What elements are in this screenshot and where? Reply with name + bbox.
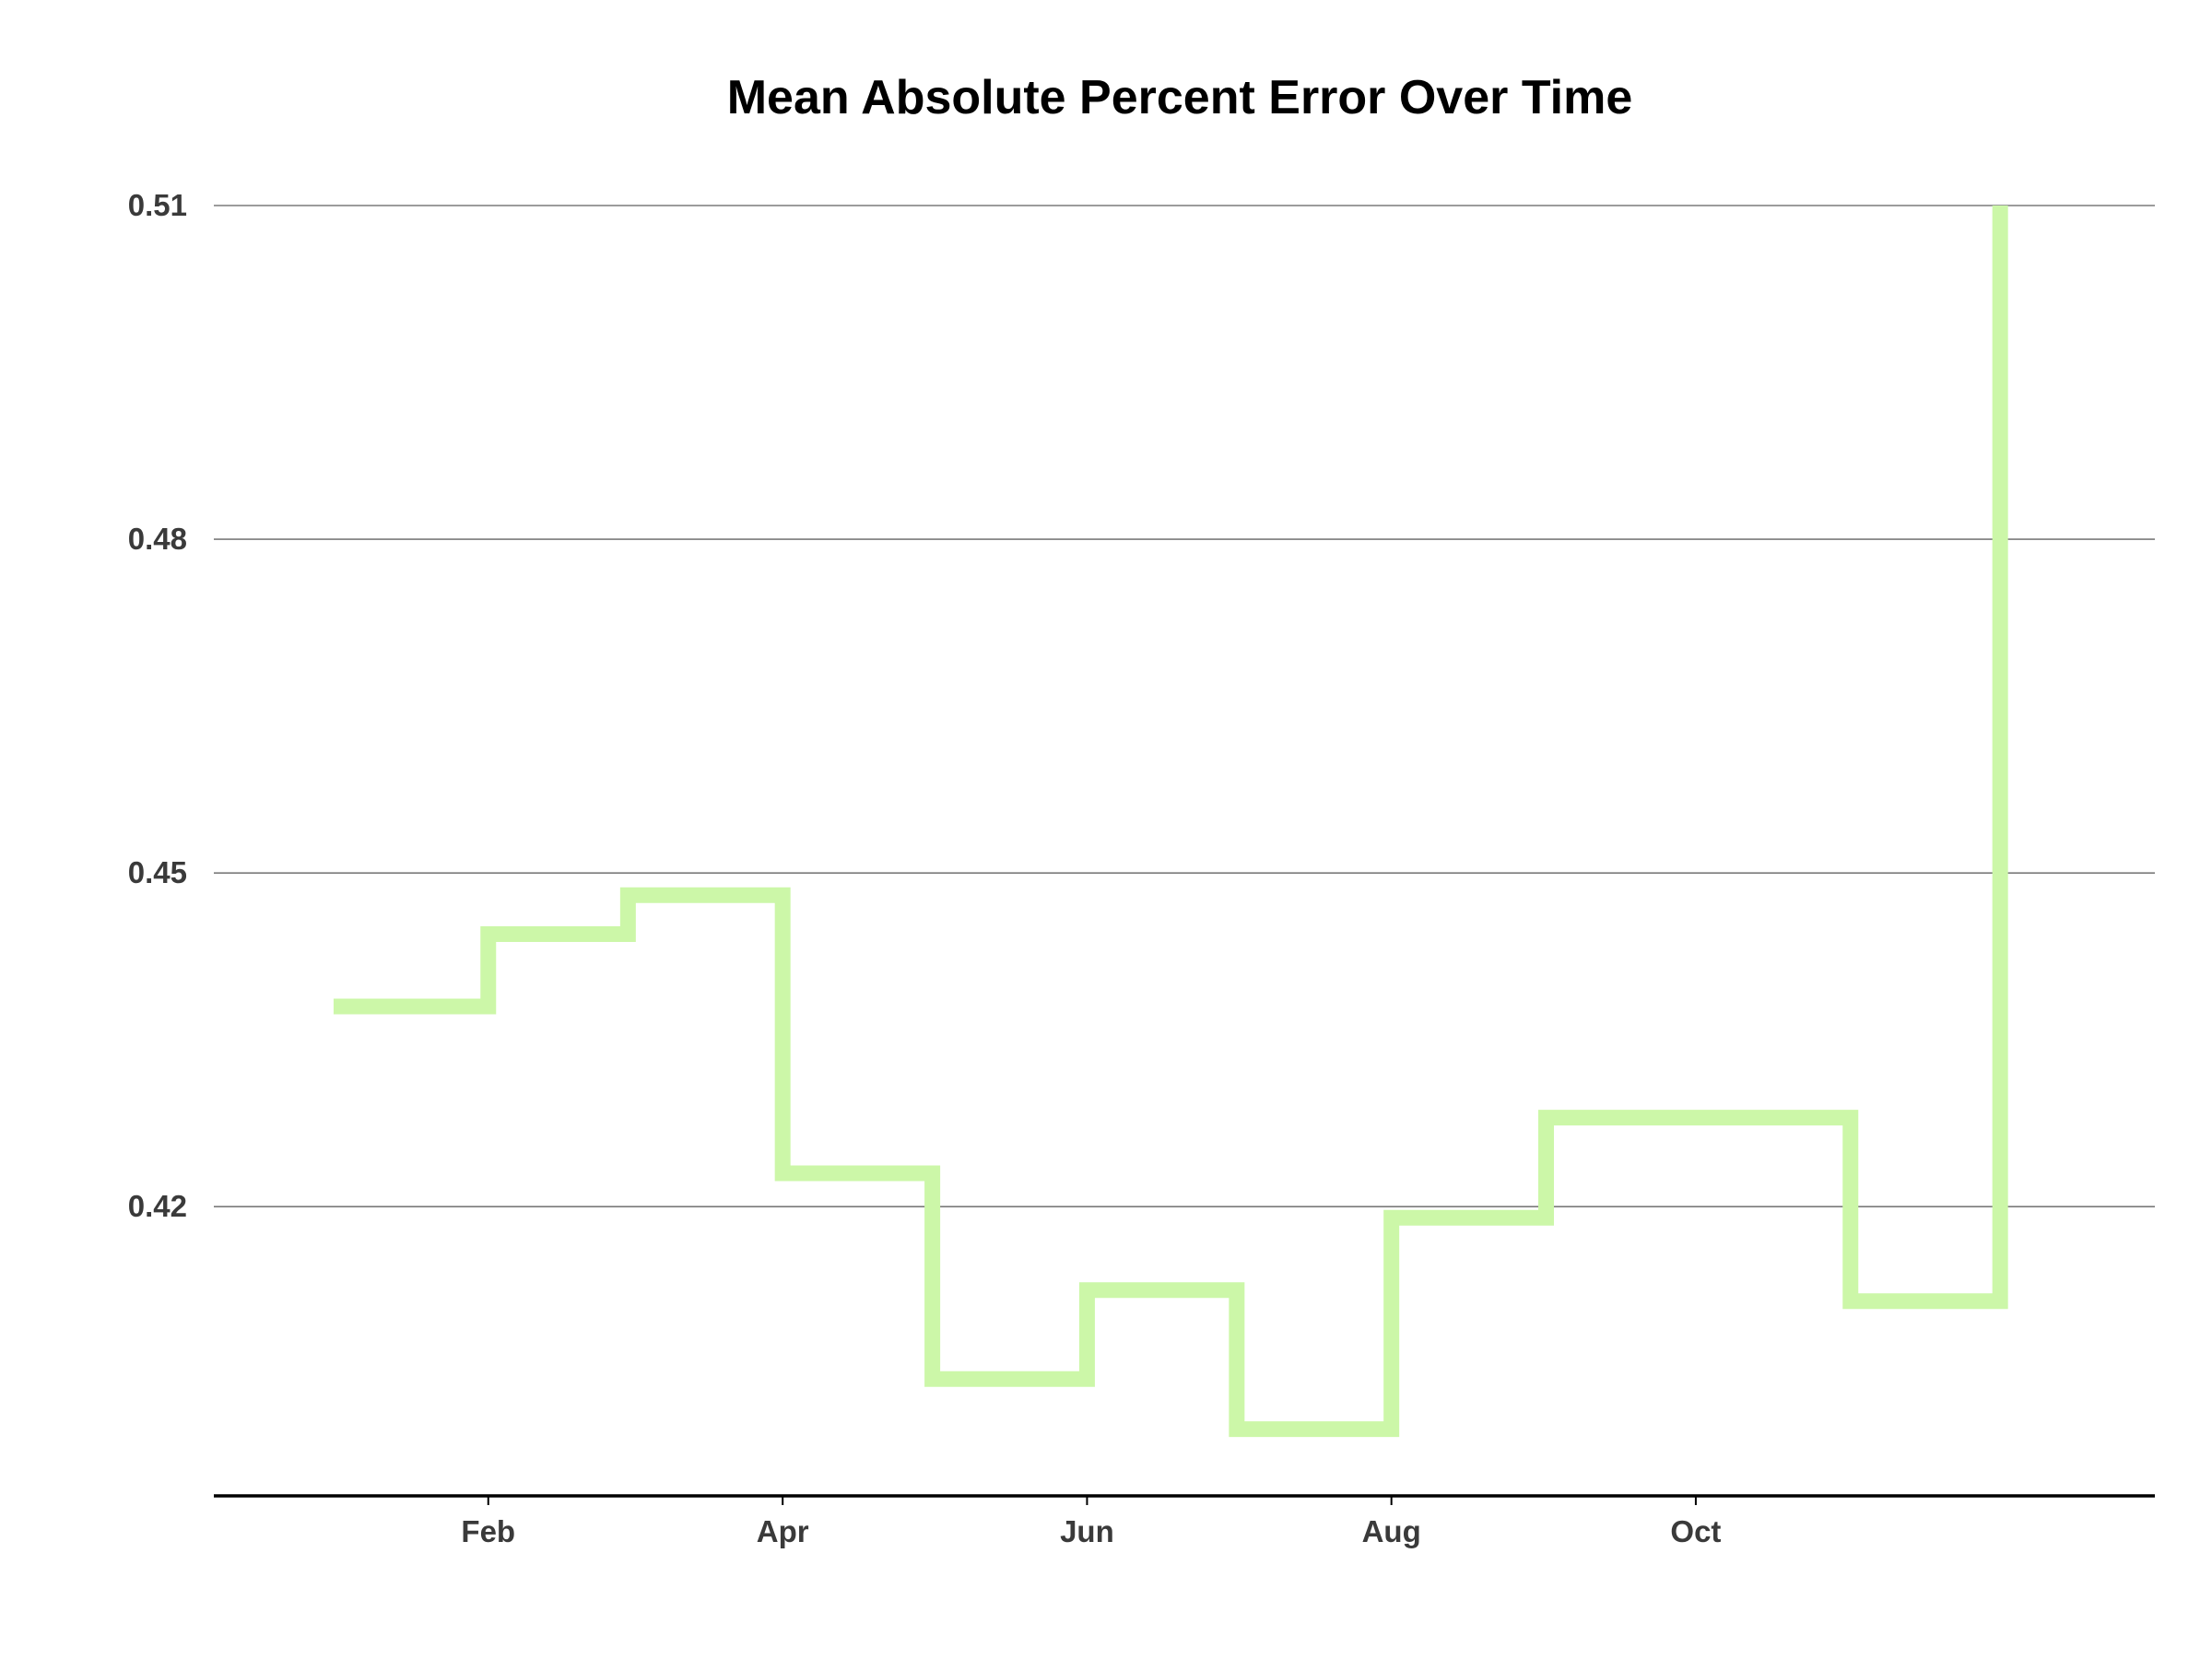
x-tick-label: Apr <box>757 1514 809 1548</box>
x-tick-label: Feb <box>461 1514 515 1548</box>
x-tick-label: Jun <box>1060 1514 1114 1548</box>
y-tick-label: 0.48 <box>128 522 187 556</box>
y-tick-label: 0.45 <box>128 855 187 889</box>
y-axis-ticks: 0.42 0.45 0.48 0.51 <box>128 188 187 1223</box>
chart-title: Mean Absolute Percent Error Over Time <box>727 71 1633 124</box>
x-tick-label: Oct <box>1670 1514 1721 1548</box>
x-tick-label: Aug <box>1362 1514 1421 1548</box>
series-layer <box>333 206 2008 1438</box>
x-axis-ticks: Feb Apr Jun Aug Oct <box>461 1496 1721 1548</box>
y-tick-label: 0.51 <box>128 188 187 222</box>
series-line <box>333 206 2008 1438</box>
gridlines <box>214 205 2155 1208</box>
y-tick-label: 0.42 <box>128 1189 187 1223</box>
